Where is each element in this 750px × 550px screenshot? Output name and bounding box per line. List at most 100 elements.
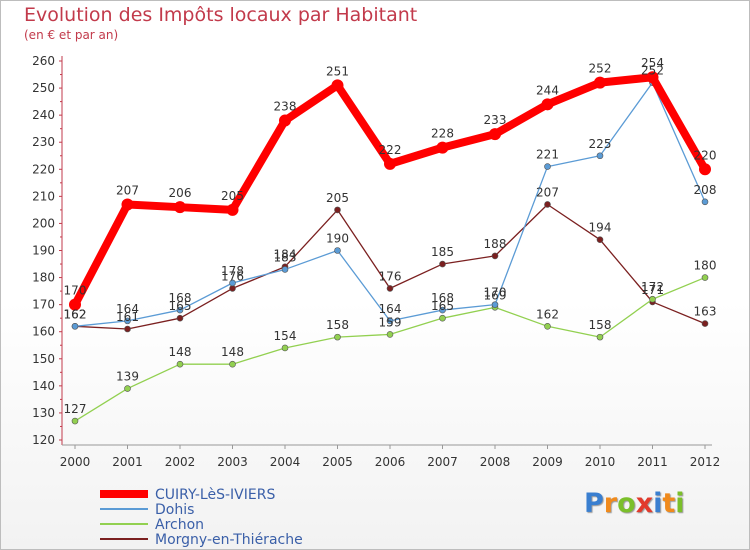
data-point [124, 385, 131, 392]
data-label: 185 [431, 245, 454, 259]
data-label: 154 [274, 329, 297, 343]
data-label: 252 [641, 64, 664, 78]
data-point [176, 360, 184, 368]
data-label: 188 [484, 237, 507, 251]
data-point [334, 247, 341, 254]
data-label: 163 [694, 305, 717, 319]
data-label: 205 [221, 189, 244, 203]
y-tick-label: 220 [32, 162, 55, 176]
y-tick-label: 170 [32, 298, 55, 312]
data-point [701, 320, 709, 327]
y-tick-label: 160 [32, 325, 55, 339]
data-point [226, 203, 239, 216]
data-point [386, 331, 394, 338]
x-tick-label: 2005 [322, 455, 353, 469]
data-point [124, 325, 131, 333]
data-label: 165 [431, 299, 454, 313]
y-tick-label: 260 [32, 54, 55, 68]
x-tick-label: 2010 [585, 455, 616, 469]
data-point [124, 317, 131, 325]
data-label: 176 [379, 269, 402, 283]
data-label: 165 [169, 299, 192, 313]
data-label: 176 [221, 269, 244, 283]
y-tick-label: 130 [32, 406, 55, 420]
data-point [439, 314, 446, 322]
data-label: 207 [116, 183, 139, 197]
x-tick-label: 2001 [112, 455, 143, 469]
data-label: 159 [379, 315, 402, 329]
y-tick-label: 230 [32, 135, 55, 149]
data-label: 168 [169, 291, 192, 305]
data-label: 139 [116, 370, 139, 384]
data-point [491, 301, 499, 308]
chart-axes: 120 130 140 150 160 170 180 190 200 210 220 230 240 2… [32, 54, 720, 469]
y-tick-label: 250 [32, 81, 55, 95]
data-label: 162 [64, 307, 87, 321]
data-point [334, 206, 341, 214]
y-tick-label: 120 [32, 433, 55, 447]
x-tick-label: 2008 [480, 455, 511, 469]
data-point [71, 322, 79, 330]
x-tick-label: 2004 [270, 455, 301, 469]
data-label: 228 [431, 127, 454, 141]
x-tick-label: 2009 [532, 455, 563, 469]
data-label: 207 [536, 185, 559, 199]
data-point [436, 141, 449, 154]
data-point [229, 279, 236, 287]
legend-label: Morgny-en-Thiérache [155, 532, 303, 548]
data-label: 254 [641, 56, 664, 70]
y-tick-label: 190 [32, 244, 55, 258]
data-point [334, 333, 341, 341]
data-label: 244 [536, 83, 559, 97]
data-point [701, 198, 709, 206]
data-point [176, 314, 184, 322]
data-point [544, 322, 551, 330]
data-point [439, 260, 446, 268]
y-tick-label: 150 [32, 352, 55, 366]
data-point [649, 295, 656, 303]
y-tick-label: 240 [32, 108, 55, 122]
legend-label: Archon [155, 517, 204, 533]
data-point [541, 98, 554, 111]
chart-title: Evolution des Impôts locaux par Habitant [24, 4, 418, 26]
chart-subtitle: (en € et par an) [24, 28, 119, 42]
data-label: 164 [379, 302, 402, 316]
data-point [596, 333, 604, 341]
data-label: 184 [274, 248, 297, 262]
x-tick-label: 2007 [427, 455, 458, 469]
data-point [281, 344, 289, 352]
data-label: 148 [169, 345, 192, 359]
proxiti-logo: Proxiti [584, 488, 685, 519]
data-point [331, 79, 344, 92]
series-layer [69, 71, 711, 425]
data-label: 238 [274, 100, 297, 114]
data-label: 194 [589, 221, 612, 235]
data-point [439, 306, 446, 314]
data-label: 171 [641, 283, 664, 297]
y-tick-label: 200 [32, 216, 55, 230]
data-label: 170 [484, 286, 507, 300]
data-point [699, 163, 711, 176]
data-point [544, 163, 551, 170]
data-point [489, 128, 501, 141]
legend: CUIRY-LèS-IVIERSDohisArchonMorgny-en-Thi… [100, 487, 303, 548]
data-point [229, 360, 236, 368]
data-label: 162 [64, 307, 87, 321]
data-label: 158 [589, 318, 612, 332]
y-tick-label: 180 [32, 271, 55, 285]
data-label: 172 [641, 280, 664, 294]
data-label: 127 [64, 402, 87, 416]
y-tick-label: 140 [32, 379, 55, 393]
data-label: 161 [116, 310, 139, 324]
data-point [386, 317, 394, 325]
data-point [176, 306, 184, 314]
data-label: 178 [221, 264, 244, 278]
legend-label: Dohis [155, 502, 194, 518]
data-point [174, 201, 186, 214]
x-tick-label: 2011 [637, 455, 668, 469]
data-label: 252 [589, 62, 612, 76]
x-tick-label: 2012 [690, 455, 721, 469]
data-point [281, 266, 289, 273]
series-morgny-en-thi-rache [71, 201, 709, 333]
